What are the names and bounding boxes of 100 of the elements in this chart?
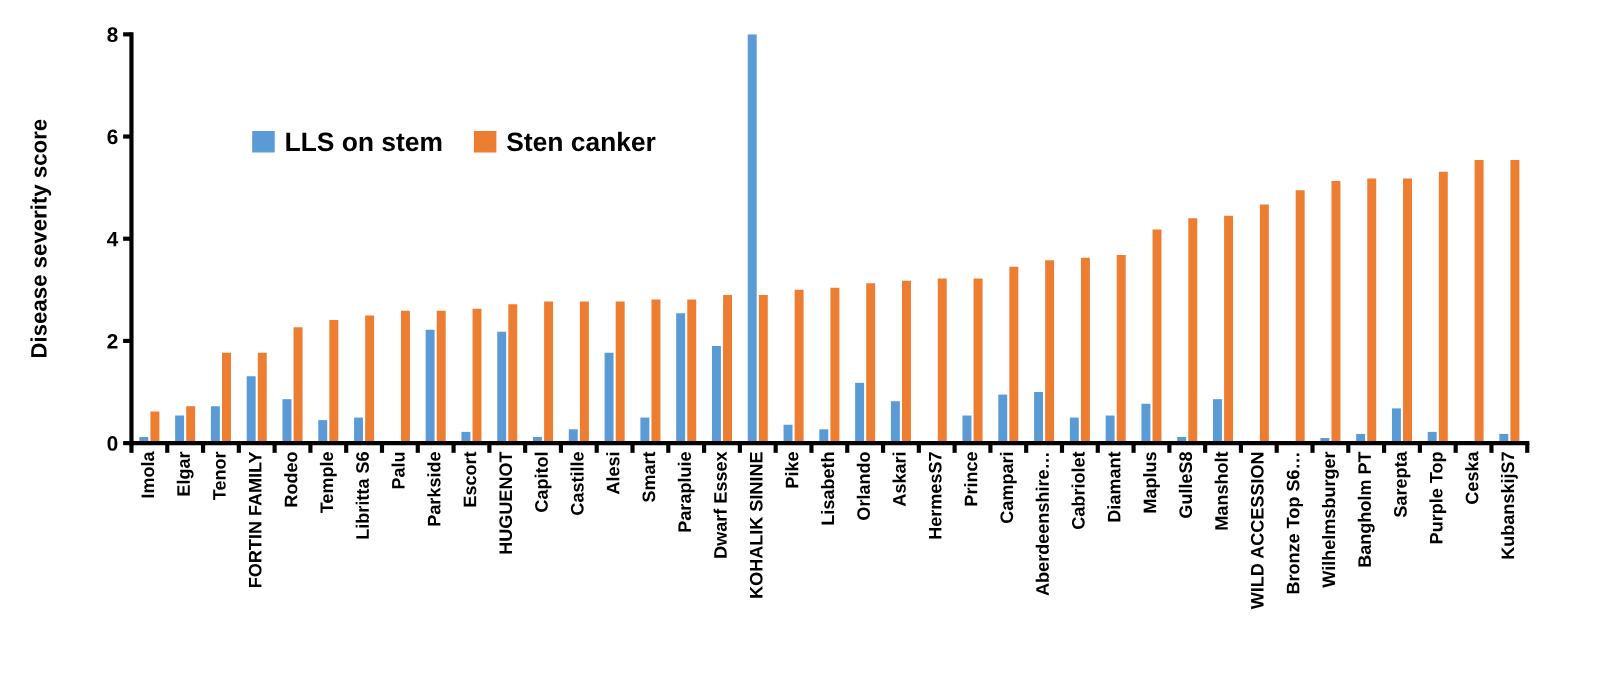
bar xyxy=(365,315,375,444)
bar xyxy=(508,304,518,444)
bar xyxy=(973,278,983,444)
bar xyxy=(175,415,185,444)
bar xyxy=(282,399,292,444)
x-tick-label: Bangholm PT xyxy=(1357,451,1375,567)
x-tick-label: KOHALIK SININE xyxy=(749,452,763,598)
bar xyxy=(150,411,160,444)
bar xyxy=(329,319,339,444)
bar xyxy=(1105,415,1115,444)
x-tick-label: Parapluie xyxy=(677,452,695,532)
bar xyxy=(830,287,840,444)
bar xyxy=(246,376,256,444)
bar xyxy=(651,299,661,444)
bar xyxy=(1009,266,1019,444)
y-tick-label: 4 xyxy=(107,231,119,247)
y-axis-title: Disease severity score xyxy=(30,119,52,358)
x-tick-label: Diamant xyxy=(1107,451,1121,522)
bar xyxy=(962,415,972,444)
x-tick-label: Parkside xyxy=(427,452,441,526)
x-tick-label: Orlando xyxy=(856,452,870,520)
bar xyxy=(1474,160,1484,444)
bar xyxy=(1188,218,1198,444)
bar xyxy=(1213,399,1222,444)
x-tick-label: WILD ACCESSION xyxy=(1250,452,1264,610)
x-tick-label: Mansholt xyxy=(1214,451,1228,530)
bar xyxy=(1331,180,1341,444)
bar xyxy=(902,280,911,444)
x-tick-label: Libritta S6 xyxy=(355,452,369,539)
bar xyxy=(615,301,625,444)
bar xyxy=(1391,408,1401,444)
bar xyxy=(758,294,768,444)
bar xyxy=(855,382,865,444)
bar xyxy=(937,278,947,444)
x-tick-label: Dwarf Essex xyxy=(713,451,727,558)
bar xyxy=(1069,417,1079,444)
bar xyxy=(1224,215,1234,444)
bar xyxy=(210,406,220,444)
x-tick-label: GulleS8 xyxy=(1178,452,1193,518)
x-tick-label: Imola xyxy=(140,451,155,498)
bar xyxy=(604,352,614,444)
x-tick-label: Bronze Top S6… xyxy=(1286,453,1304,594)
bar xyxy=(186,406,196,444)
legend-label: LLS on stem xyxy=(286,132,442,152)
bar xyxy=(318,420,328,444)
bar xyxy=(544,301,554,444)
x-tick-label: Purple Top xyxy=(1429,452,1447,544)
bar xyxy=(400,310,410,444)
x-tick-label: Wilhelmsburger xyxy=(1321,451,1339,588)
x-tick-label: Capitol xyxy=(534,452,552,512)
bar xyxy=(640,417,650,444)
x-tick-label: Elgar xyxy=(176,451,194,496)
bar xyxy=(257,352,267,444)
x-tick-label: Prince xyxy=(964,452,978,506)
y-tick-label: 8 xyxy=(107,27,118,43)
bar xyxy=(1295,190,1305,444)
bar xyxy=(354,417,364,444)
x-tick-label: Ceska xyxy=(1465,451,1479,504)
bar xyxy=(676,313,686,444)
x-tick-label: Smart xyxy=(642,451,656,503)
x-tick-label: Lisabeth xyxy=(820,452,835,525)
bar xyxy=(794,289,804,444)
x-tick-label: Pike xyxy=(785,452,799,488)
x-tick-label: HUGUENOT xyxy=(499,451,513,554)
x-tick-label: Sarepta xyxy=(1394,451,1411,518)
y-tick-label: 6 xyxy=(107,129,118,145)
bar xyxy=(1045,260,1055,444)
bar xyxy=(1438,171,1448,444)
bar xyxy=(998,394,1008,444)
bar xyxy=(1367,178,1377,444)
bar xyxy=(425,329,435,444)
bar xyxy=(436,310,446,444)
bar xyxy=(497,331,507,444)
x-tick-label: Tenor xyxy=(213,451,226,501)
x-tick-label: Escort xyxy=(463,451,477,507)
bar xyxy=(1116,255,1126,444)
bar xyxy=(723,294,733,444)
bar xyxy=(687,299,697,444)
bar xyxy=(747,34,757,444)
x-tick-label: Askari xyxy=(892,452,906,507)
x-tick-label: Palu xyxy=(391,452,405,489)
bar xyxy=(1510,160,1520,444)
bar xyxy=(890,401,900,444)
x-tick-label: Temple xyxy=(319,452,337,514)
x-tick-label: Rodeo xyxy=(284,452,298,507)
x-tick-label: Castille xyxy=(570,452,584,515)
y-tick-label: 2 xyxy=(107,333,118,349)
bar xyxy=(222,352,231,444)
x-tick-label: Aberdeenshire… xyxy=(1035,453,1049,596)
bar xyxy=(1259,204,1269,444)
x-tick-label: Alesi xyxy=(606,452,620,495)
x-tick-label: HermesS7 xyxy=(928,452,942,539)
bar xyxy=(1034,392,1044,444)
bar xyxy=(866,283,876,444)
x-tick-label: Campari xyxy=(999,452,1017,523)
bar xyxy=(1080,257,1090,444)
x-tick-label: FORTIN FAMILY xyxy=(248,451,262,588)
y-tick-label: 0 xyxy=(107,436,118,451)
x-tick-label: Maplus xyxy=(1143,452,1160,513)
bar xyxy=(1141,403,1151,444)
